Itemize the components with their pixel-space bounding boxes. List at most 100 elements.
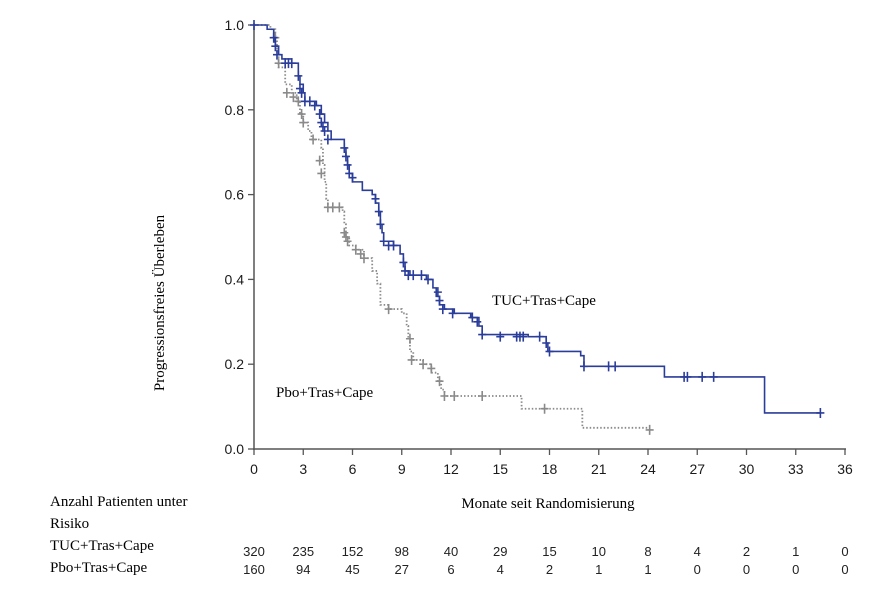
censor-mark-tuc-tras-cape	[340, 142, 349, 153]
risk-value: 4	[694, 544, 701, 559]
censor-mark-tuc-tras-cape	[683, 371, 692, 382]
risk-value: 40	[444, 544, 458, 559]
x-tick-label: 18	[542, 461, 558, 477]
risk-value: 15	[542, 544, 556, 559]
censor-mark-pbo-tras-cape	[359, 253, 368, 264]
censor-mark-tuc-tras-cape	[320, 126, 329, 136]
x-tick-label: 21	[591, 461, 607, 477]
risk-value: 1	[595, 562, 602, 577]
censor-mark-tuc-tras-cape	[295, 83, 304, 94]
km-curve-pbo-tras-cape	[254, 24, 650, 429]
risk-table-header: Anzahl Patienten unter Risiko TUC+Tras+C…	[50, 491, 187, 579]
y-tick-label: 0.0	[225, 441, 245, 457]
risk-value: 320	[243, 544, 265, 559]
censor-mark-tuc-tras-cape	[433, 287, 442, 298]
censor-mark-tuc-tras-cape	[468, 312, 477, 323]
y-tick-label: 0.2	[225, 356, 245, 372]
x-tick-label: 30	[739, 461, 755, 477]
censor-mark-tuc-tras-cape	[709, 371, 718, 382]
censor-mark-tuc-tras-cape	[269, 32, 278, 43]
censor-mark-tuc-tras-cape	[478, 329, 487, 340]
y-tick-label: 0.8	[225, 102, 245, 118]
risk-value: 0	[841, 562, 848, 577]
censor-mark-pbo-tras-cape	[315, 155, 324, 166]
risk-value: 45	[345, 562, 359, 577]
censor-mark-tuc-tras-cape	[272, 49, 281, 60]
censor-mark-pbo-tras-cape	[351, 244, 360, 255]
censor-mark-tuc-tras-cape	[542, 338, 551, 348]
censor-mark-tuc-tras-cape	[399, 257, 408, 268]
censor-mark-tuc-tras-cape	[315, 109, 324, 120]
risk-value: 98	[395, 544, 409, 559]
censor-mark-pbo-tras-cape	[297, 109, 306, 120]
x-tick-label: 33	[788, 461, 804, 477]
risk-value: 160	[243, 562, 265, 577]
censor-mark-pbo-tras-cape	[478, 391, 487, 401]
censor-mark-tuc-tras-cape	[310, 100, 319, 111]
censor-mark-pbo-tras-cape	[335, 202, 344, 213]
risk-row-label-pbo: Pbo+Tras+Cape	[50, 560, 148, 576]
censor-mark-tuc-tras-cape	[535, 331, 544, 342]
risk-value: 29	[493, 544, 507, 559]
censor-mark-tuc-tras-cape	[579, 361, 588, 372]
censor-mark-tuc-tras-cape	[297, 87, 306, 98]
risk-value: 4	[497, 562, 504, 577]
censor-mark-tuc-tras-cape	[341, 151, 350, 162]
y-tick-label: 0.4	[225, 271, 245, 287]
censor-mark-tuc-tras-cape	[424, 274, 433, 285]
censor-mark-pbo-tras-cape	[427, 363, 436, 374]
censor-mark-tuc-tras-cape	[519, 331, 528, 342]
risk-header-line1: Anzahl Patienten unter	[50, 494, 188, 510]
censor-mark-pbo-tras-cape	[645, 424, 654, 435]
risk-value: 94	[296, 562, 310, 577]
risk-value: 8	[644, 544, 651, 559]
risk-value: 1	[644, 562, 651, 577]
censor-mark-pbo-tras-cape	[317, 168, 326, 179]
risk-value: 2	[546, 562, 553, 577]
x-tick-label: 0	[250, 461, 258, 477]
risk-value: 0	[792, 562, 799, 577]
censor-mark-tuc-tras-cape	[611, 361, 620, 372]
censor-mark-tuc-tras-cape	[271, 41, 280, 52]
x-tick-label: 15	[492, 461, 508, 477]
curves	[250, 20, 825, 435]
y-axis-label: Progressionsfreies Überleben	[151, 214, 168, 391]
censor-mark-tuc-tras-cape	[374, 206, 383, 217]
y-tick-label: 0.6	[225, 187, 245, 203]
risk-value: 152	[342, 544, 364, 559]
censor-mark-tuc-tras-cape	[323, 134, 332, 145]
risk-value: 1	[792, 544, 799, 559]
x-tick-label: 9	[398, 461, 406, 477]
x-ticks: 0 3 6 9 12 15 18 21 24 27 30 33 36	[250, 449, 853, 477]
censor-mark-tuc-tras-cape	[435, 295, 444, 306]
censor-mark-tuc-tras-cape	[698, 371, 707, 382]
censor-mark-tuc-tras-cape	[545, 346, 554, 357]
risk-value: 0	[743, 562, 750, 577]
censor-mark-tuc-tras-cape	[473, 316, 482, 327]
risk-header-line2: Risiko	[50, 516, 90, 532]
risk-value: 27	[395, 562, 409, 577]
censor-mark-tuc-tras-cape	[417, 270, 426, 281]
x-tick-label: 6	[349, 461, 357, 477]
x-tick-label: 12	[443, 461, 459, 477]
annotation-tuc: TUC+Tras+Cape	[492, 293, 596, 309]
censor-mark-tuc-tras-cape	[317, 117, 326, 128]
censor-mark-tuc-tras-cape	[816, 407, 825, 418]
risk-value: 235	[292, 544, 314, 559]
x-axis-label: Monate seit Randomisierung	[461, 496, 635, 512]
censor-mark-pbo-tras-cape	[299, 117, 308, 128]
censor-mark-tuc-tras-cape	[348, 172, 357, 183]
censor-mark-tuc-tras-cape	[496, 331, 505, 342]
x-tick-label: 3	[299, 461, 307, 477]
censor-mark-pbo-tras-cape	[341, 232, 350, 242]
censor-mark-tuc-tras-cape	[287, 58, 296, 69]
censor-mark-tuc-tras-cape	[438, 304, 447, 315]
censor-mark-tuc-tras-cape	[389, 240, 398, 251]
censor-mark-pbo-tras-cape	[384, 304, 393, 315]
censor-mark-tuc-tras-cape	[448, 308, 457, 319]
censor-mark-tuc-tras-cape	[250, 20, 258, 30]
censor-mark-tuc-tras-cape	[409, 270, 418, 281]
x-tick-label: 36	[837, 461, 853, 477]
